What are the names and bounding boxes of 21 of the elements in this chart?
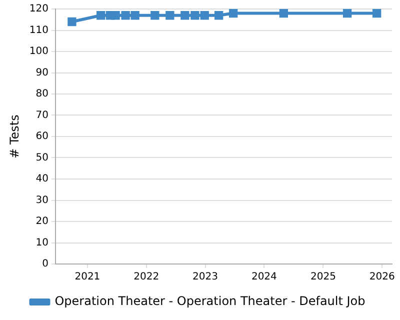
y-tick-label: 100 xyxy=(29,46,48,58)
y-tick-label: 10 xyxy=(36,237,48,248)
y-tick-label: 40 xyxy=(36,174,48,185)
y-tick-label: 110 xyxy=(29,24,48,36)
y-tick-label: 0 xyxy=(42,258,48,270)
y-tick-label: 120 xyxy=(29,4,48,15)
x-tick-label: 2021 xyxy=(74,272,100,283)
y-tick-label: 60 xyxy=(36,131,48,142)
x-tick-label: 2025 xyxy=(310,272,336,283)
x-tick-label: 2026 xyxy=(369,272,395,283)
y-tick-label: 90 xyxy=(36,67,48,78)
legend-label: Operation Theater - Operation Theater - Default Job xyxy=(54,294,366,308)
y-tick-label: 50 xyxy=(36,152,48,164)
y-tick-label: 30 xyxy=(36,194,48,206)
x-tick-label: 2022 xyxy=(134,272,160,283)
y-tick-label: 20 xyxy=(36,216,48,228)
y-tick-label: 70 xyxy=(36,110,48,121)
x-tick-label: 2023 xyxy=(192,272,218,283)
y-axis-title: # Tests xyxy=(7,114,22,158)
x-tick-label: 2024 xyxy=(251,272,277,283)
y-tick-label: 80 xyxy=(36,88,48,100)
